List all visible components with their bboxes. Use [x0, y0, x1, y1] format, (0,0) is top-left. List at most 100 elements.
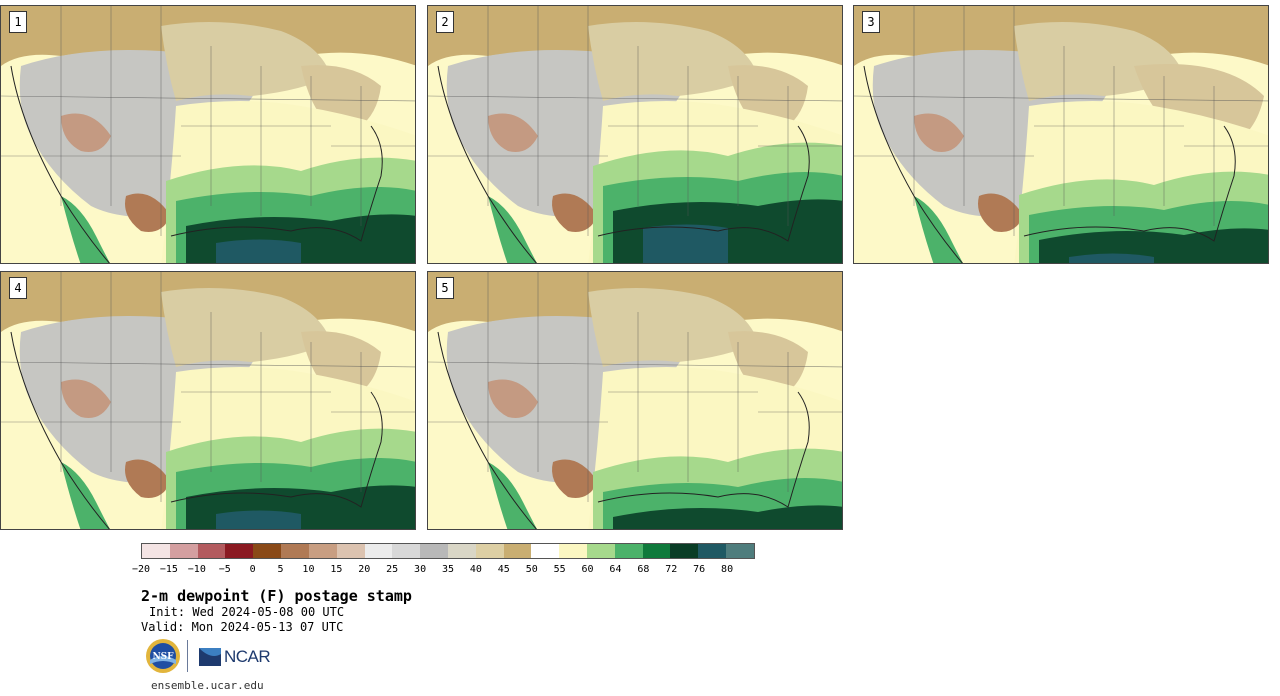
- dewpoint-map-1: [1, 6, 415, 263]
- valid-time: Valid: Mon 2024-05-13 07 UTC: [141, 620, 344, 634]
- gulf-east-coastline: [597, 391, 810, 508]
- west-coastline: [10, 65, 110, 263]
- stamp-number-label: 5: [436, 277, 454, 299]
- plains-region: [588, 288, 758, 367]
- desert-patch: [61, 113, 111, 152]
- state-boundary: [1, 361, 415, 368]
- colorbar-tick-label: −5: [218, 564, 231, 575]
- desert-patch: [552, 193, 598, 232]
- desert-patch: [914, 113, 964, 152]
- colorbar-tick-label: 20: [358, 564, 371, 575]
- west-coastline: [437, 65, 537, 263]
- dewpoint-map-3: [854, 6, 1268, 263]
- gulf-deep-region: [216, 239, 301, 263]
- stamp-number-label: 1: [9, 11, 27, 33]
- state-boundary: [1, 95, 415, 102]
- colorbar-swatch: [559, 544, 587, 558]
- colorbar-tick-label: 45: [497, 564, 510, 575]
- colorbar-tick-label: 15: [330, 564, 343, 575]
- gulf-east-coastline: [170, 391, 383, 508]
- colorbar-swatch: [503, 544, 532, 558]
- colorbar-tick-label: 0: [249, 564, 256, 575]
- colorbar-swatch: [142, 544, 170, 558]
- plot-title: 2-m dewpoint (F) postage stamp: [141, 587, 412, 605]
- nsf-logo-text: NSF: [152, 652, 174, 662]
- desert-patch: [61, 379, 111, 418]
- colorbar-swatch: [587, 544, 615, 558]
- dewpoint-map-2: [428, 6, 842, 263]
- colorbar-swatch: [308, 544, 337, 558]
- desert-patch: [125, 459, 171, 498]
- desert-patch: [978, 193, 1024, 232]
- plains-region: [161, 288, 331, 367]
- stamp-number-label: 3: [862, 11, 880, 33]
- colorbar-tick-label: 30: [414, 564, 427, 575]
- colorbar-swatch: [364, 544, 393, 558]
- gulf-east-coastline: [1023, 125, 1236, 242]
- colorbar-swatch: [698, 544, 727, 558]
- colorbar-swatch: [392, 544, 421, 558]
- colorbar-tick-label: −20: [131, 564, 151, 575]
- colorbar-swatch: [253, 544, 282, 558]
- colorbar: [141, 543, 755, 559]
- dewpoint-map-4: [1, 272, 415, 529]
- pacific-coast-region: [914, 196, 963, 263]
- colorbar-tick-label: 10: [302, 564, 315, 575]
- colorbar-tick-label: 64: [609, 564, 622, 575]
- logo-divider: [187, 640, 188, 672]
- gulf-region: [613, 505, 842, 529]
- ncar-logo-text: NCAR: [224, 647, 271, 666]
- colorbar-swatch: [614, 544, 643, 558]
- west-coastline: [437, 331, 537, 529]
- gulf-east-coastline: [597, 125, 810, 242]
- site-url: ensemble.ucar.edu: [151, 679, 264, 692]
- colorbar-tick-label: 40: [469, 564, 482, 575]
- colorbar-swatch: [197, 544, 226, 558]
- colorbar-tick-label: 72: [665, 564, 678, 575]
- colorbar-swatch: [726, 544, 754, 558]
- state-boundary: [428, 361, 842, 368]
- pacific-coast-region: [61, 196, 110, 263]
- state-boundary: [428, 95, 842, 102]
- stamp-map-5: 5: [427, 271, 843, 530]
- colorbar-tick-label: 50: [525, 564, 538, 575]
- west-coastline: [10, 331, 110, 529]
- desert-patch: [125, 193, 171, 232]
- colorbar-tick-label: 60: [581, 564, 594, 575]
- stamp-map-2: 2: [427, 5, 843, 264]
- gulf-deep-region: [643, 224, 728, 263]
- desert-patch: [488, 379, 538, 418]
- dewpoint-map-5: [428, 272, 842, 529]
- desert-patch: [488, 113, 538, 152]
- colorbar-tick-label: 35: [441, 564, 455, 575]
- gulf-deep-region: [1069, 253, 1154, 263]
- nsf-logo: NSF: [146, 639, 180, 673]
- pacific-coast-region: [61, 462, 110, 529]
- colorbar-tick-label: −10: [187, 564, 206, 575]
- colorbar-swatch: [475, 544, 504, 558]
- colorbar-swatch: [281, 544, 309, 558]
- desert-patch: [552, 459, 598, 498]
- colorbar-tick-label: 25: [386, 564, 399, 575]
- colorbar-swatch: [420, 544, 448, 558]
- colorbar-swatch: [336, 544, 365, 558]
- colorbar-swatch: [447, 544, 476, 558]
- colorbar-tick-label: 55: [553, 564, 566, 575]
- west-coastline: [863, 65, 963, 263]
- plains-region: [588, 22, 758, 101]
- colorbar-tick-label: 5: [277, 564, 284, 575]
- stamp-map-1: 1: [0, 5, 416, 264]
- colorbar-swatch: [169, 544, 198, 558]
- colorbar-tick-label: −15: [159, 564, 178, 575]
- stamp-map-3: 3: [853, 5, 1269, 264]
- gulf-deep-region: [216, 510, 301, 529]
- stamp-map-4: 4: [0, 271, 416, 530]
- colorbar-swatch: [642, 544, 671, 558]
- colorbar-tick-label: 80: [721, 564, 734, 575]
- init-time: Init: Wed 2024-05-08 00 UTC: [149, 605, 345, 619]
- state-boundary: [854, 95, 1268, 102]
- colorbar-swatch: [225, 544, 254, 558]
- stamp-number-label: 4: [9, 277, 27, 299]
- pacific-coast-region: [488, 196, 537, 263]
- colorbar-swatch: [670, 544, 699, 558]
